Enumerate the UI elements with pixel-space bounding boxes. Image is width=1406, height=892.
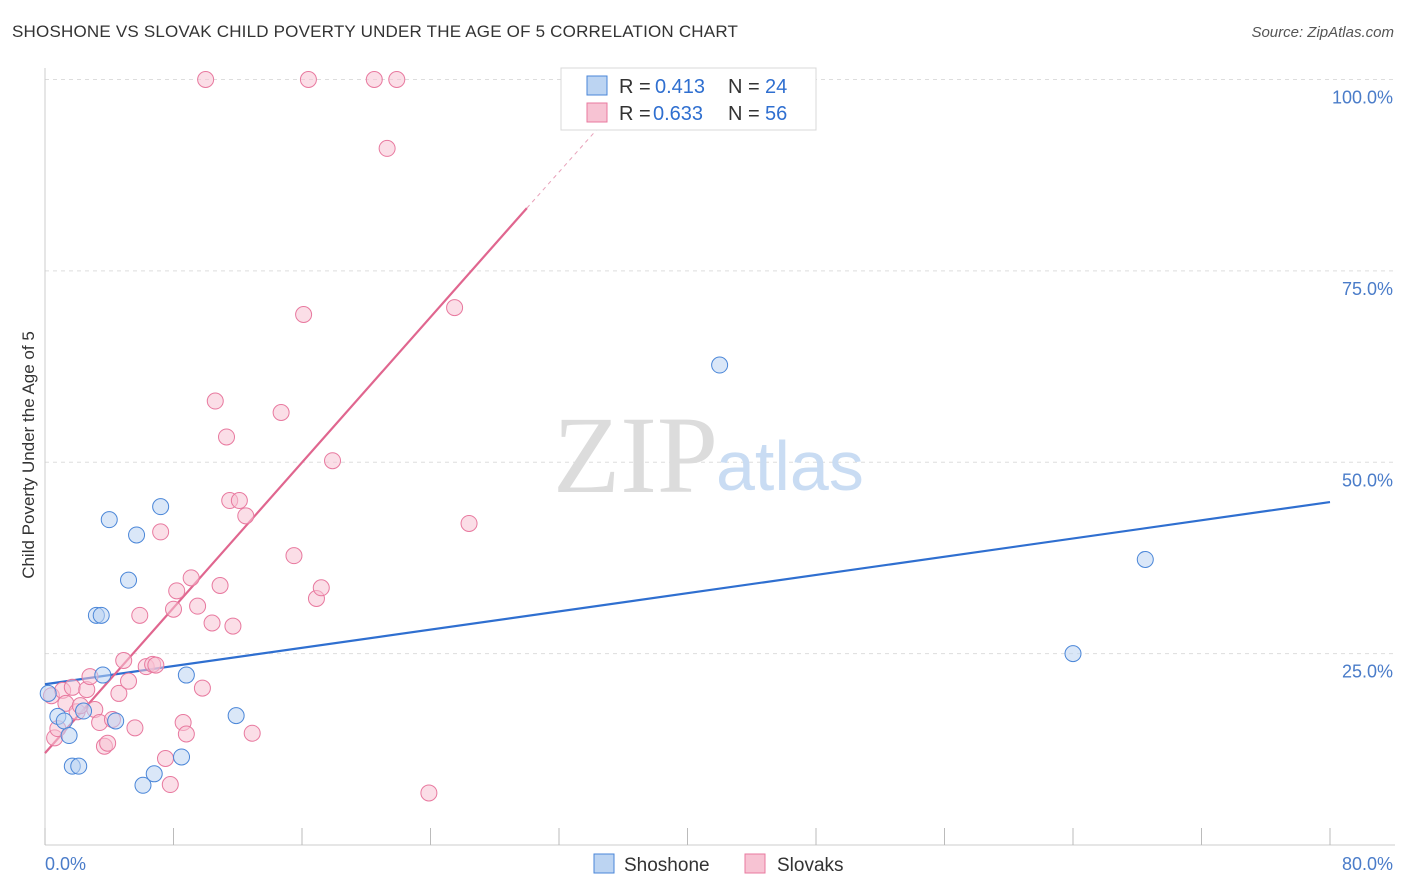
slovaks-point <box>378 139 396 157</box>
bottom-legend-swatch-shoshone <box>593 853 615 874</box>
slovaks-point <box>203 614 221 632</box>
legend: R = 0.413 N = 24 R = 0.633 N = 56 <box>560 67 817 131</box>
slovaks-point <box>131 606 149 624</box>
axes <box>44 68 1395 846</box>
slovaks-point <box>177 725 195 743</box>
slovaks-point <box>446 299 464 317</box>
slovaks-trend-line <box>44 207 528 754</box>
shoshone-point <box>173 748 191 766</box>
shoshone-point <box>145 765 163 783</box>
shoshone-point <box>134 776 152 794</box>
slovaks-point <box>230 492 248 510</box>
y-axis-label: Child Poverty Under the Age of 5 <box>19 331 38 579</box>
slovaks-point <box>99 734 117 752</box>
slovaks-point <box>285 547 303 565</box>
slovaks-point <box>324 452 342 470</box>
y-tick-label: 50.0% <box>1342 470 1393 490</box>
shoshone-point <box>227 707 245 725</box>
watermark-zip: ZIP <box>553 394 718 516</box>
slovaks-point <box>460 514 478 532</box>
shoshone-point <box>711 356 729 374</box>
shoshone-point <box>70 757 88 775</box>
shoshone-point <box>75 702 93 720</box>
bottom-legend-shoshone: Shoshone <box>624 855 710 876</box>
slovaks-point <box>120 672 138 690</box>
shoshone-point <box>1136 550 1154 568</box>
slovaks-point <box>237 507 255 525</box>
slovaks-point <box>147 656 165 674</box>
legend-r-value: 0.633 <box>653 103 703 125</box>
slovaks-point <box>295 306 313 324</box>
shoshone-point <box>177 666 195 684</box>
y-tick-label: 75.0% <box>1342 279 1393 299</box>
watermark-atlas: atlas <box>716 427 864 505</box>
shoshone-point <box>128 526 146 544</box>
slovaks-point <box>224 617 242 635</box>
data-points <box>39 71 1154 802</box>
slovaks-point <box>165 600 182 618</box>
chart-title: SHOSHONE VS SLOVAK CHILD POVERTY UNDER T… <box>12 22 739 41</box>
slovaks-point <box>388 71 406 88</box>
legend-n-value: 24 <box>765 76 787 98</box>
shoshone-trend-line <box>44 500 1331 686</box>
slovaks-point <box>193 679 211 697</box>
bottom-legend-slovaks: Slovaks <box>777 855 844 876</box>
legend-n-label: N = <box>728 76 760 98</box>
x-tick-label: 80.0% <box>1342 854 1393 874</box>
slovaks-point <box>206 392 224 410</box>
slovaks-point <box>243 724 261 742</box>
shoshone-point <box>39 684 57 702</box>
legend-r-value: 0.413 <box>655 76 705 98</box>
slovaks-point <box>161 776 179 794</box>
slovaks-point <box>156 749 174 767</box>
slovaks-point <box>312 579 330 597</box>
shoshone-point <box>152 498 170 516</box>
slovaks-point <box>168 582 186 600</box>
slovaks-point <box>115 652 133 670</box>
shoshone-point <box>60 727 78 745</box>
legend-swatch-slovaks <box>586 102 608 123</box>
shoshone-point <box>120 571 138 589</box>
slovaks-point <box>365 71 383 88</box>
legend-r-label: R = <box>619 76 651 98</box>
slovaks-point <box>197 71 215 88</box>
y-tick-labels: 25.0% 50.0% 75.0% 100.0% <box>1332 88 1393 682</box>
shoshone-point <box>55 712 73 730</box>
slovaks-trend-extension <box>526 126 600 209</box>
legend-n-label: N = <box>728 103 760 125</box>
slovaks-point <box>182 569 200 587</box>
x-tick-labels: 0.0% 80.0% <box>45 854 1393 874</box>
slovaks-point <box>272 403 290 421</box>
slovaks-point <box>126 719 144 737</box>
legend-swatch-shoshone <box>586 75 608 96</box>
legend-n-value: 56 <box>765 103 787 125</box>
y-tick-label: 100.0% <box>1332 88 1393 108</box>
slovaks-point <box>218 428 236 446</box>
x-tick-label: 0.0% <box>45 854 86 874</box>
slovaks-point <box>63 678 81 696</box>
shoshone-point <box>100 511 118 529</box>
slovaks-point <box>211 576 229 594</box>
shoshone-point <box>94 666 112 684</box>
slovaks-point <box>299 71 317 88</box>
chart-source: Source: ZipAtlas.com <box>1251 24 1394 41</box>
slovaks-point <box>420 784 438 802</box>
bottom-legend-swatch-slovaks <box>744 853 766 874</box>
bottom-legend: Shoshone Slovaks <box>593 853 844 876</box>
slovaks-point <box>189 597 207 615</box>
y-tick-label: 25.0% <box>1342 662 1393 682</box>
shoshone-point <box>1064 645 1082 663</box>
slovaks-point <box>110 684 128 702</box>
shoshone-point <box>107 712 125 730</box>
shoshone-point <box>92 606 110 624</box>
legend-r-label: R = <box>619 103 651 125</box>
slovaks-point <box>152 523 170 541</box>
